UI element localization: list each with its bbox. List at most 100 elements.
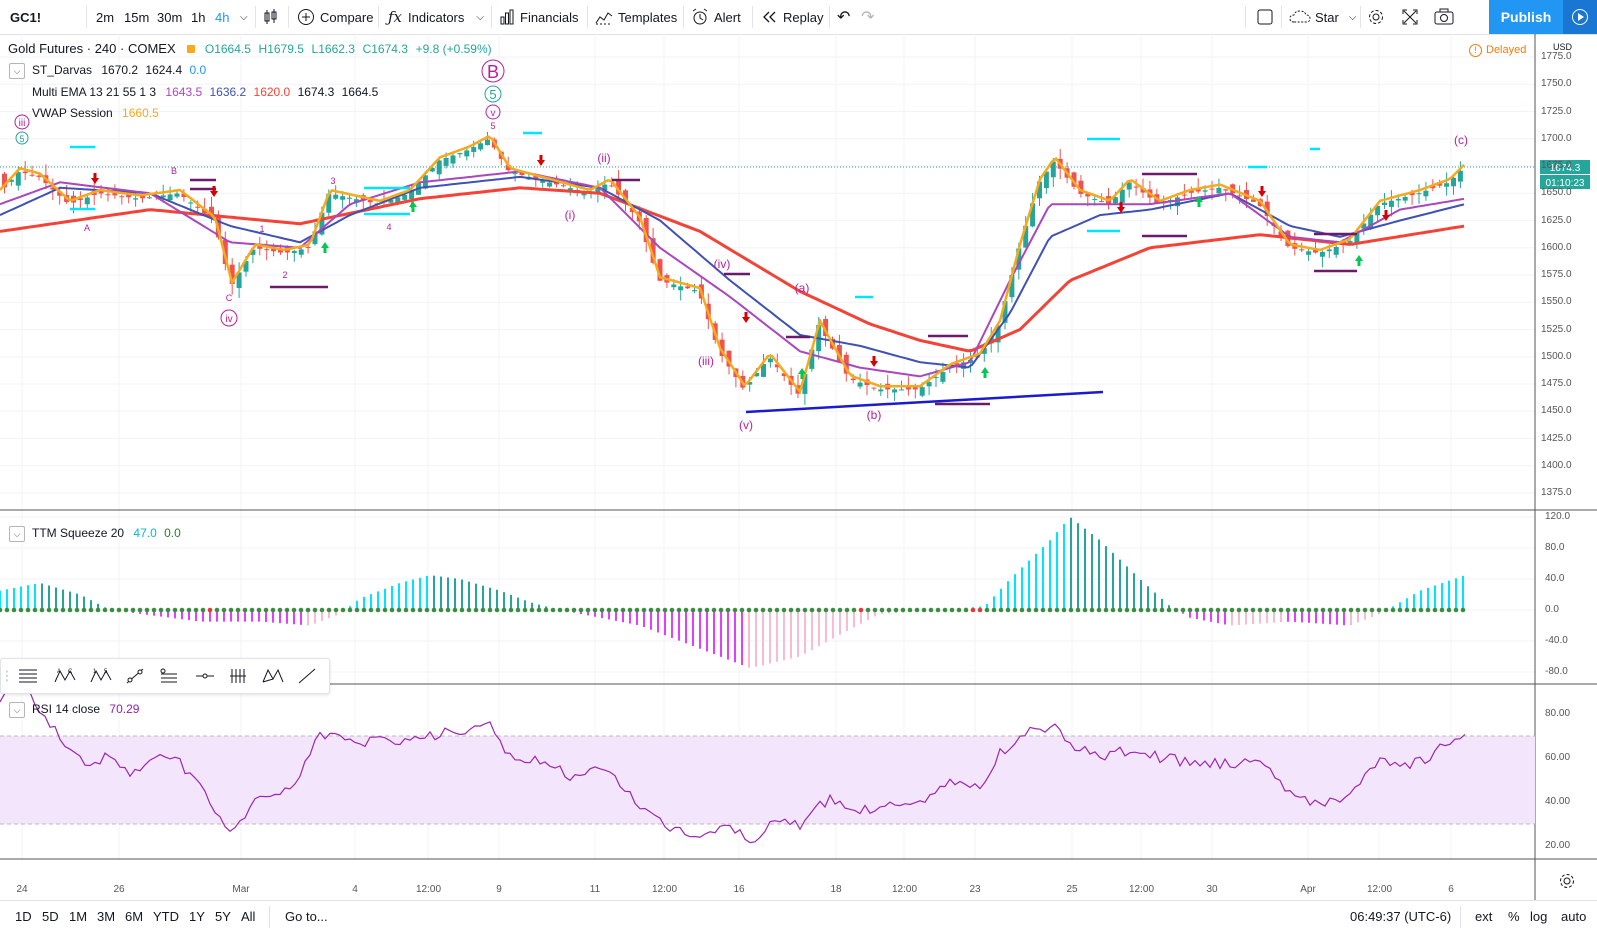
ttm-squeeze-dot (277, 607, 283, 613)
collapse-legend-icon[interactable]: ⌵ (9, 63, 25, 79)
ttm-squeeze-dot (1187, 607, 1193, 613)
fib-lines-icon[interactable] (15, 664, 41, 688)
fullscreen-icon[interactable] (1401, 0, 1419, 34)
wave-v-label: v (491, 108, 496, 119)
range-1m[interactable]: 1M (69, 909, 88, 924)
ttm-squeeze-dot (823, 607, 829, 613)
interval-dropdown-chevron-icon[interactable]: ⌵ (240, 11, 248, 23)
rsi-legend[interactable]: RSI 14 close 70.29 (32, 702, 139, 716)
symbol-search[interactable]: GC1! (10, 9, 42, 25)
ttm-squeeze-dot (1341, 607, 1347, 613)
publish-button[interactable]: Publish (1489, 0, 1563, 34)
collapse-rsi-icon[interactable]: ⌵ (9, 702, 25, 718)
range-5y[interactable]: 5Y (215, 909, 231, 924)
pitchfork-icon[interactable] (225, 664, 251, 688)
ttm-squeeze-dot (781, 607, 787, 613)
range-1d[interactable]: 1D (15, 909, 32, 924)
range-6m[interactable]: 6M (125, 909, 144, 924)
symbol-title: Gold Futures · 240 · COMEX (8, 41, 176, 56)
range-all[interactable]: All (241, 909, 256, 924)
collapse-ttm-icon[interactable]: ⌵ (9, 526, 25, 542)
ttm-squeeze-dot (1033, 607, 1039, 613)
xabcd-pattern-icon[interactable] (260, 664, 286, 688)
financials-button[interactable]: Financials (499, 0, 579, 34)
interval-1h[interactable]: 1h (191, 9, 206, 25)
ttm-squeeze-dot (1194, 607, 1200, 613)
interval-4h[interactable]: 4h (215, 9, 230, 25)
candle-body (409, 190, 415, 200)
time-axis-label: 23 (969, 884, 981, 895)
support-trend-line[interactable] (745, 390, 1104, 414)
play-circle-icon[interactable] (1563, 0, 1597, 34)
candle-body (146, 197, 152, 199)
fullscreen-layout-icon[interactable] (1256, 0, 1274, 34)
channel-icon[interactable] (156, 664, 182, 688)
templates-button[interactable]: Templates (595, 0, 677, 34)
range-3m[interactable]: 3M (97, 909, 116, 924)
delayed-badge[interactable]: ! Delayed (1469, 44, 1526, 57)
indicators-button[interactable]: ƒx Indicators ⌵ (388, 0, 484, 34)
candle-body (126, 194, 132, 198)
wave-5-circle (484, 85, 502, 103)
axis-settings-gear-icon[interactable] (1560, 874, 1574, 888)
drag-handle-icon[interactable]: ⋮ (0, 668, 14, 683)
ttm-squeeze-dot (74, 607, 80, 613)
camera-snapshot-icon[interactable] (1434, 0, 1454, 34)
ema-21-line (0, 175, 1465, 369)
indicator-value: 1643.5 (165, 85, 203, 99)
ttm-legend[interactable]: TTM Squeeze 20 47.0 0.0 (32, 526, 181, 540)
ttm-squeeze-dot (0, 607, 3, 613)
star-layout-button[interactable]: Star ⌵ (1289, 0, 1356, 34)
candle-body (478, 143, 484, 150)
horizontal-line-icon[interactable] (192, 664, 218, 688)
undo-icon[interactable]: ↶ (837, 9, 851, 26)
log-toggle[interactable]: log (1530, 909, 1548, 924)
ttm-squeeze-dot (473, 607, 479, 613)
ttm-squeeze-dot (1131, 607, 1137, 613)
ttm-squeeze-dot (4, 607, 10, 613)
candle-body (1195, 188, 1201, 192)
alert-button[interactable]: Alert (691, 0, 741, 34)
line-tool-icon[interactable] (294, 664, 320, 688)
candle-body (1085, 193, 1091, 197)
compare-button[interactable]: Compare (297, 0, 373, 34)
timezone-clock[interactable]: 06:49:37 (UTC-6) (1350, 909, 1452, 924)
plus-circle-icon (298, 9, 314, 25)
candle-body (1112, 197, 1118, 204)
ttm-squeeze-dot (949, 607, 955, 613)
goto-date-button[interactable]: Go to... (285, 909, 328, 924)
ttm-squeeze-dot (1397, 607, 1403, 613)
range-ytd[interactable]: YTD (153, 909, 179, 924)
interval-15m[interactable]: 15m (124, 9, 150, 25)
auto-toggle[interactable]: auto (1561, 909, 1587, 924)
ttm-squeeze-dot (1215, 607, 1221, 613)
candle-body (291, 250, 297, 254)
interval-2m[interactable]: 2m (96, 9, 115, 25)
chart-canvas[interactable]: B 5 v 5 iii 5 iv (ii) (i) (iv) (iii) (v)… (0, 34, 1597, 900)
percent-toggle[interactable]: % (1508, 909, 1520, 924)
ttm-squeeze-dot (872, 607, 878, 613)
trend-line-icon[interactable] (122, 664, 148, 688)
replay-button[interactable]: Replay (761, 0, 823, 34)
price-axis-label: 1650.0 (1541, 187, 1572, 199)
chart-type-candles-icon[interactable] (262, 0, 280, 34)
indicator-vwap[interactable]: VWAP Session 1660.5 (32, 106, 159, 120)
time-axis-label: 16 (733, 884, 745, 895)
price-axis-label: 1675.0 (1541, 160, 1572, 171)
indicator-multi-ema[interactable]: Multi EMA 13 21 55 1 3 1643.5 1636.2 162… (32, 85, 378, 99)
divider (269, 906, 270, 928)
indicator-st-darvas[interactable]: ST_Darvas 1670.2 1624.4 0.0 (32, 63, 206, 77)
range-1y[interactable]: 1Y (189, 909, 205, 924)
ext-toggle[interactable]: ext (1475, 909, 1493, 924)
interval-30m[interactable]: 30m (157, 9, 183, 25)
wave-3-small: 3 (330, 176, 335, 186)
ema-13-line (0, 170, 1465, 378)
ttm-squeeze-dot (1096, 607, 1102, 613)
settings-gear-icon[interactable] (1367, 0, 1385, 34)
range-5d[interactable]: 5D (42, 909, 59, 924)
candle-body (767, 358, 773, 363)
ttm-squeeze-dot (88, 607, 94, 613)
redo-icon[interactable]: ↷ (861, 9, 875, 26)
